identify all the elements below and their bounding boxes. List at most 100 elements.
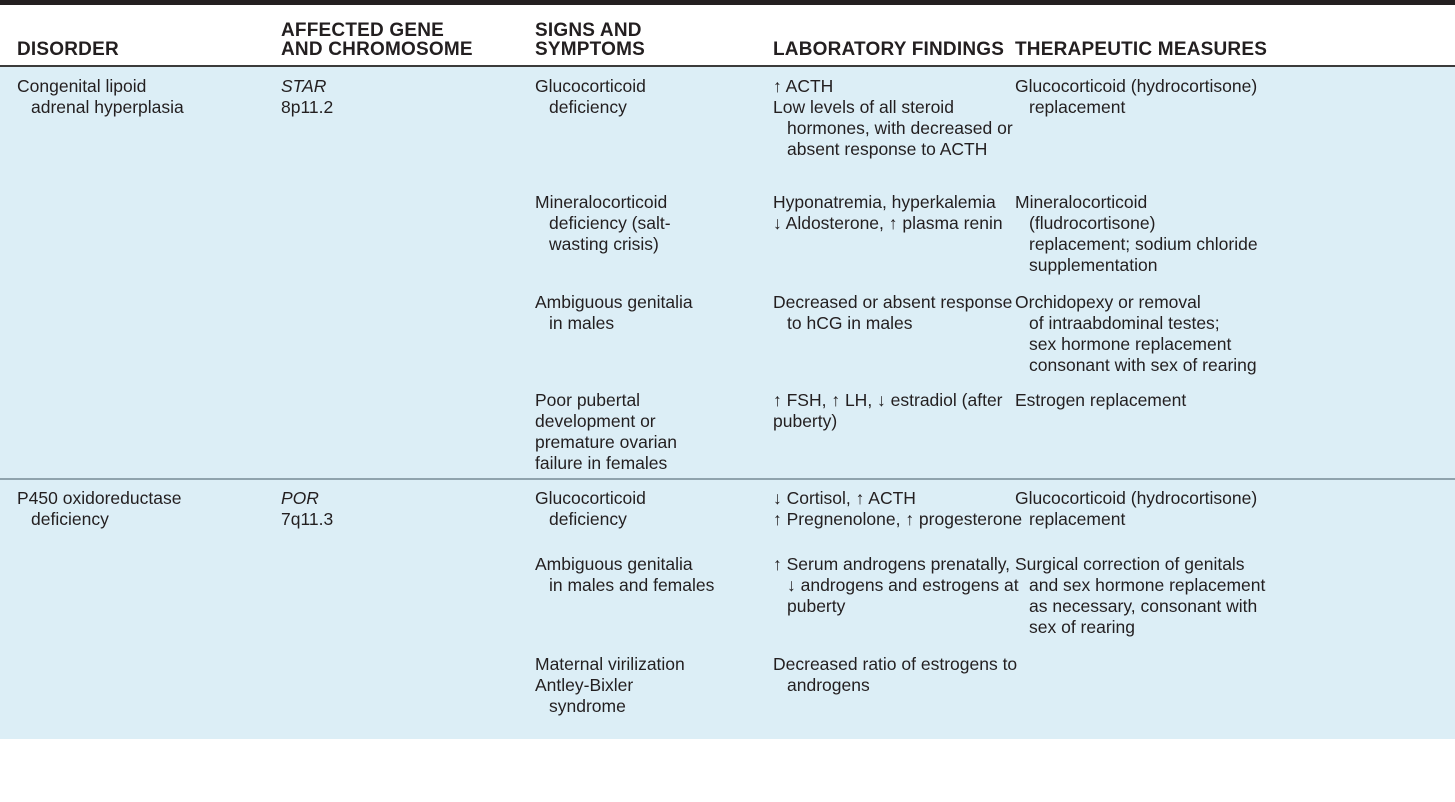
signs-line: deficiency: [549, 509, 627, 529]
signs-line: Ambiguous genitalia: [535, 292, 693, 312]
header-therapy: THERAPEUTIC MEASURES: [1015, 40, 1267, 59]
header-gene-line2: AND CHROMOSOME: [281, 39, 473, 60]
therapy-line: sex of rearing: [1029, 617, 1136, 637]
therapy-line: sex hormone replacement: [1029, 334, 1232, 354]
signs-cell: Ambiguous genitalia in males: [535, 292, 693, 334]
signs-line: development or: [535, 411, 656, 431]
chromosome-location: 7q11.3: [281, 509, 334, 529]
therapy-line: as necessary, consonant with: [1029, 596, 1258, 616]
header-lab-text: LABORATORY FINDINGS: [773, 39, 1005, 60]
lab-cell: ↑ ACTH Low levels of all steroid hormone…: [773, 76, 1013, 160]
signs-cell: Glucocorticoid deficiency: [535, 488, 646, 530]
lab-line: ↓ Aldosterone, ↑ plasma renin: [773, 213, 1003, 233]
table-header: DISORDER AFFECTED GENE AND CHROMOSOME SI…: [0, 5, 1455, 67]
therapy-line: Estrogen replacement: [1015, 390, 1187, 410]
therapy-line: replacement: [1029, 509, 1126, 529]
disorder-line: Congenital lipoid: [17, 76, 147, 96]
signs-line: Antley-Bixler: [535, 675, 634, 695]
therapy-line: Surgical correction of genitals: [1015, 554, 1245, 574]
gene-name: STAR: [281, 76, 327, 96]
signs-line: deficiency: [549, 97, 627, 117]
lab-cell: Decreased ratio of estrogens to androgen…: [773, 654, 1017, 696]
header-therapy-text: THERAPEUTIC MEASURES: [1015, 39, 1268, 60]
header-signs-line1: SIGNS AND: [535, 20, 642, 41]
therapy-line: Mineralocorticoid: [1015, 192, 1148, 212]
header-disorder-text: DISORDER: [17, 39, 119, 60]
signs-cell: Mineralocorticoid deficiency (salt- wast…: [535, 192, 671, 255]
group-por-deficiency: P450 oxidoreductase deficiency POR 7q11.…: [0, 478, 1455, 739]
header-signs: SIGNS AND SYMPTOMS: [535, 21, 645, 59]
gene-name: POR: [281, 488, 319, 508]
therapy-cell: Glucocorticoid (hydrocortisone) replacem…: [1015, 488, 1257, 530]
header-gene: AFFECTED GENE AND CHROMOSOME: [281, 21, 473, 59]
gene-cell: POR 7q11.3: [281, 488, 333, 530]
lab-line: puberty: [787, 596, 846, 616]
lab-line: ↓ androgens and estrogens at: [787, 575, 1019, 595]
therapy-line: supplementation: [1029, 255, 1158, 275]
signs-line: Mineralocorticoid: [535, 192, 668, 212]
signs-line: Glucocorticoid: [535, 488, 646, 508]
signs-cell: Ambiguous genitalia in males and females: [535, 554, 714, 596]
group-lipoid-hyperplasia: Congenital lipoid adrenal hyperplasia ST…: [0, 67, 1455, 478]
signs-cell: Maternal virilization Antley-Bixler synd…: [535, 654, 685, 717]
signs-line: deficiency (salt-: [549, 213, 671, 233]
disorder-cell: Congenital lipoid adrenal hyperplasia: [17, 76, 184, 118]
signs-cell: Glucocorticoid deficiency: [535, 76, 646, 118]
lab-line: Low levels of all steroid: [773, 97, 954, 117]
therapy-line: consonant with sex of rearing: [1029, 355, 1257, 375]
lab-line: Decreased or absent response: [773, 292, 1013, 312]
top-rule: [0, 0, 1455, 5]
signs-line: Ambiguous genitalia: [535, 554, 693, 574]
lab-line: androgens: [787, 675, 870, 695]
lab-line: ↑ Pregnenolone, ↑ progesterone: [773, 509, 1023, 529]
disorder-line: deficiency: [31, 509, 109, 529]
header-gene-line1: AFFECTED GENE: [281, 20, 445, 41]
lab-cell: ↓ Cortisol, ↑ ACTH ↑ Pregnenolone, ↑ pro…: [773, 488, 1022, 530]
signs-line: Maternal virilization: [535, 654, 685, 674]
header-signs-line2: SYMPTOMS: [535, 39, 645, 60]
therapy-line: and sex hormone replacement: [1029, 575, 1266, 595]
lab-cell: ↑ Serum androgens prenatally, ↓ androgen…: [773, 554, 1019, 617]
header-lab: LABORATORY FINDINGS: [773, 40, 1004, 59]
gene-cell: STAR 8p11.2: [281, 76, 333, 118]
therapy-line: replacement; sodium chloride: [1029, 234, 1258, 254]
chromosome-location: 8p11.2: [281, 97, 334, 117]
therapy-line: Glucocorticoid (hydrocortisone): [1015, 76, 1258, 96]
disorder-table: DISORDER AFFECTED GENE AND CHROMOSOME SI…: [0, 5, 1455, 739]
therapy-cell: Orchidopexy or removal of intraabdominal…: [1015, 292, 1257, 376]
signs-line: wasting crisis): [549, 234, 659, 254]
lab-line: absent response to ACTH: [787, 139, 988, 159]
lab-line: ↑ FSH, ↑ LH, ↓ estradiol (after: [773, 390, 1003, 410]
signs-line: Poor pubertal: [535, 390, 641, 410]
therapy-line: Orchidopexy or removal: [1015, 292, 1201, 312]
lab-cell: ↑ FSH, ↑ LH, ↓ estradiol (after puberty): [773, 390, 1003, 432]
signs-cell: Poor pubertal development or premature o…: [535, 390, 677, 474]
lab-line: ↓ Cortisol, ↑ ACTH: [773, 488, 916, 508]
therapy-cell: Surgical correction of genitals and sex …: [1015, 554, 1265, 638]
disorder-cell: P450 oxidoreductase deficiency: [17, 488, 181, 530]
signs-line: premature ovarian: [535, 432, 678, 452]
header-disorder: DISORDER: [17, 40, 119, 59]
lab-line: puberty): [773, 411, 838, 431]
lab-line: Hyponatremia, hyperkalemia: [773, 192, 996, 212]
lab-line: ↑ ACTH: [773, 76, 834, 96]
therapy-line: (fludrocortisone): [1029, 213, 1156, 233]
therapy-cell: Estrogen replacement: [1015, 390, 1186, 411]
signs-line: syndrome: [549, 696, 626, 716]
lab-line: Decreased ratio of estrogens to: [773, 654, 1018, 674]
therapy-line: of intraabdominal testes;: [1029, 313, 1220, 333]
signs-line: failure in females: [535, 453, 668, 473]
lab-line: ↑ Serum androgens prenatally,: [773, 554, 1011, 574]
therapy-line: Glucocorticoid (hydrocortisone): [1015, 488, 1258, 508]
signs-line: Glucocorticoid: [535, 76, 646, 96]
lab-line: to hCG in males: [787, 313, 913, 333]
lab-cell: Hyponatremia, hyperkalemia ↓ Aldosterone…: [773, 192, 1003, 234]
therapy-cell: Mineralocorticoid (fludrocortisone) repl…: [1015, 192, 1258, 276]
disorder-line: P450 oxidoreductase: [17, 488, 182, 508]
therapy-cell: Glucocorticoid (hydrocortisone) replacem…: [1015, 76, 1257, 118]
disorder-line: adrenal hyperplasia: [31, 97, 184, 117]
lab-line: hormones, with decreased or: [787, 118, 1013, 138]
lab-cell: Decreased or absent response to hCG in m…: [773, 292, 1012, 334]
therapy-line: replacement: [1029, 97, 1126, 117]
signs-line: in males and females: [549, 575, 715, 595]
